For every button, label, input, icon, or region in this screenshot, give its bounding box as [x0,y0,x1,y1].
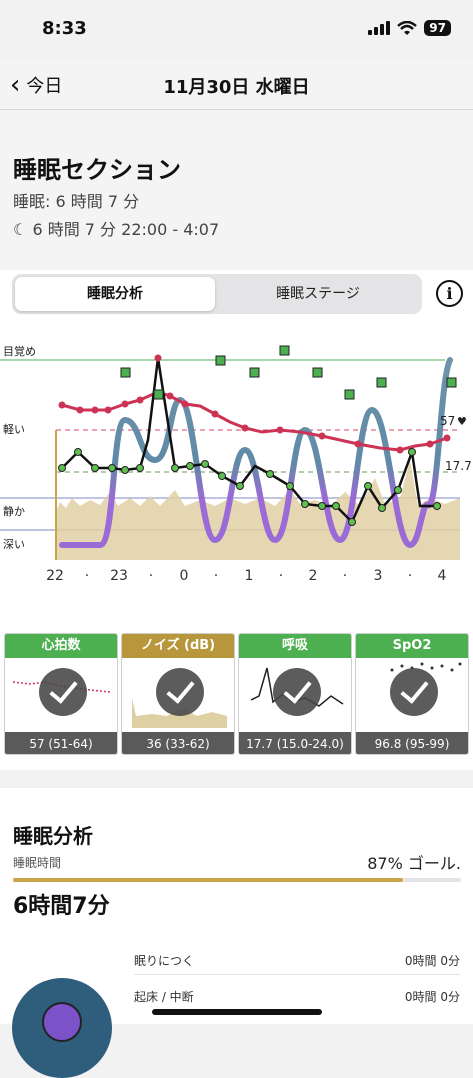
info-icon[interactable]: i [436,280,463,307]
goal-percent: 87% ゴール. [367,854,461,873]
x-tick: · [214,568,218,580]
heart-rate-dots [58,392,451,454]
y-label-quiet: 静か [3,504,25,518]
sleep-range: ☾ 6 時間 7 分 22:00 - 4:07 [13,216,219,240]
row-value: 0時間 0分 [404,990,460,1004]
goal-progress-bar [13,878,461,882]
y-label-deep: 深い [3,538,25,551]
row-value: 0時間 0分 [404,954,460,968]
status-bar: 8:33 97 [0,0,473,60]
chevron-left-icon: ‹ [10,70,21,100]
tab-sleep-analysis[interactable]: 睡眠分析 [15,277,215,311]
card-value: 36 (33-62) [122,732,234,754]
status-time: 8:33 [42,18,87,39]
analysis-title: 睡眠分析 [13,824,93,848]
battery-icon: 97 [424,20,451,36]
card-value: 96.8 (95-99) [356,732,468,754]
sleep-range-text: 6 時間 7 分 22:00 - 4:07 [32,220,220,239]
x-tick: · [279,568,283,580]
y-label-awake: 目覚め [3,345,36,358]
tab-sleep-stages[interactable]: 睡眠ステージ [276,286,360,302]
hr-end-value: 57 [440,414,455,428]
sleep-duration: 睡眠: 6 時間 7 分 [13,192,140,211]
back-label: 今日 [26,76,63,97]
card-value: 17.7 (15.0-24.0) [239,732,351,754]
sleep-chart-svg: 目覚め 軽い 静か 深い [0,340,473,580]
moon-icon: ☾ [13,220,28,239]
checkmark-icon [273,668,321,716]
signal-icon [368,21,391,35]
checkmark-icon [390,668,438,716]
heart-rate-card[interactable]: 心拍数 57 (51-64) [4,633,118,755]
card-title: ノイズ (dB) [122,634,234,658]
checkmark-icon [39,668,87,716]
heart-rate-sparkline [12,681,111,693]
page-title: 11月30日 水曜日 [163,77,310,98]
x-tick: 4 [438,568,447,580]
metric-cards: 心拍数 57 (51-64) ノイズ (dB) 36 (33-62) 呼吸 [4,633,470,755]
spo2-sparkline [390,662,462,672]
sleep-header: 睡眠セクション 睡眠: 6 時間 7 分 ☾ 6 時間 7 分 22:00 - … [0,110,473,270]
respiration-card[interactable]: 呼吸 17.7 (15.0-24.0) [238,633,352,755]
y-label-light: 軽い [3,423,25,436]
divider [134,974,460,975]
heart-icon: ♥ [457,415,467,428]
x-tick: 3 [374,568,383,580]
row-label: 眠りにつく [134,954,195,968]
list-item: 眠りにつく 0時間 0分 [134,948,460,974]
home-indicator[interactable] [152,1009,322,1015]
x-tick: 22 [46,568,64,580]
sleep-chart: 目覚め 軽い 静か 深い [0,340,473,660]
row-label: 起床 / 中断 [134,990,194,1004]
x-tick: 23 [110,568,128,580]
nav-bar: ‹ 今日 11月30日 水曜日 [0,60,473,110]
spo2-markers [120,345,457,400]
x-tick: 2 [309,568,318,580]
x-tick: 1 [245,568,254,580]
segmented-control: 睡眠分析 睡眠ステージ [12,274,422,314]
x-tick: · [408,568,412,580]
spo2-card[interactable]: SpO2 96.8 (95-99) [355,633,469,755]
x-tick: · [343,568,347,580]
back-button[interactable]: ‹ 今日 [10,72,62,98]
goal-progress-fill [13,878,403,882]
resp-end-value: 17.7 [445,459,472,473]
wifi-icon [397,20,418,35]
x-tick: 0 [180,568,189,580]
list-item: 起床 / 中断 0時間 0分 [134,984,460,1010]
x-tick: · [149,568,153,580]
analysis-panel: 睡眠分析 睡眠ステージ i 目覚め 軽い 静か 深い [0,270,473,770]
section-title: 睡眠セクション [13,156,181,184]
sleep-time-label: 睡眠時間 [13,856,62,870]
card-title: 呼吸 [239,634,351,658]
status-icons: 97 [368,20,451,36]
x-axis-ticks: 22 · 23 · 0 · 1 · 2 · 3 · 4 [46,568,446,580]
checkmark-icon [156,668,204,716]
card-title: 心拍数 [5,634,117,658]
sleep-analysis-section: 睡眠分析 睡眠時間 87% ゴール. 6時間7分 眠りにつく 0時間 0分 起床… [0,788,473,1078]
card-value: 57 (51-64) [5,732,117,754]
sleep-total: 6時間7分 [13,894,110,919]
sleep-donut-chart [12,978,112,1078]
respiration-dots [58,448,441,526]
noise-card[interactable]: ノイズ (dB) 36 (33-62) [121,633,235,755]
card-title: SpO2 [356,634,468,658]
x-tick: · [85,568,89,580]
